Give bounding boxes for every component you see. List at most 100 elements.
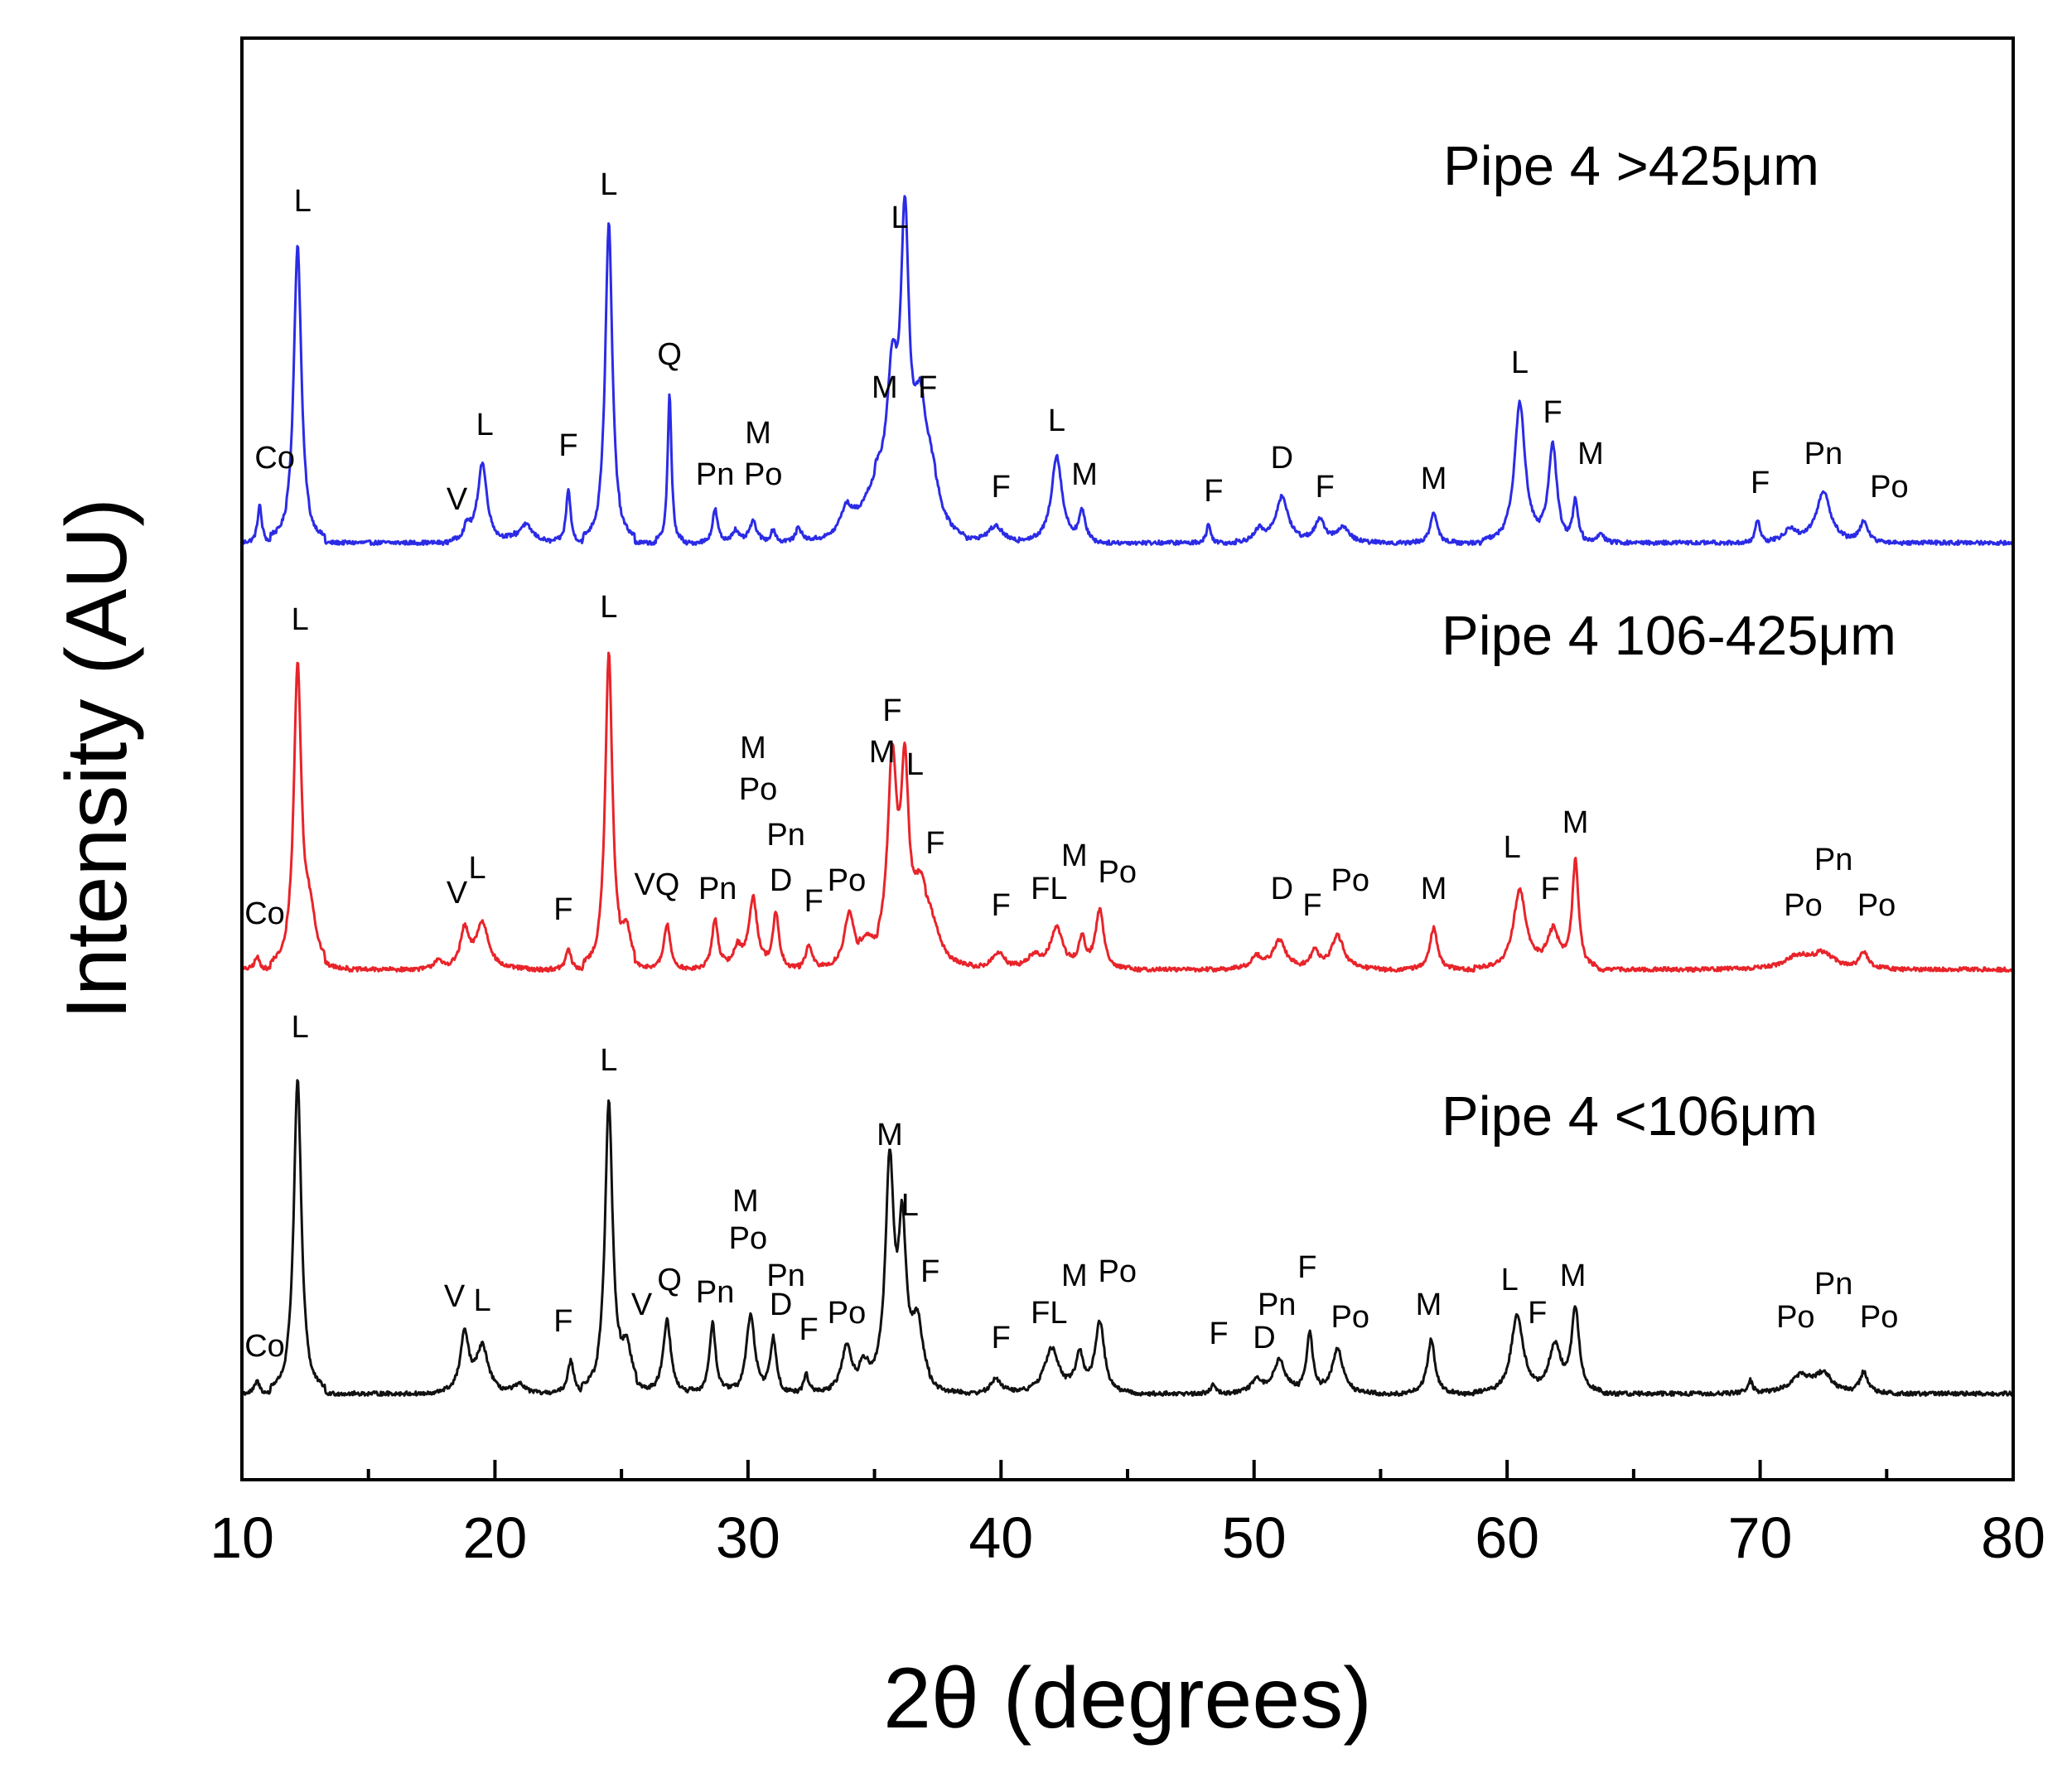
peak-label: L <box>292 1010 309 1045</box>
peak-label: M <box>1421 872 1447 906</box>
peak-label: F <box>920 1254 939 1289</box>
peak-label: M <box>872 370 898 405</box>
peak-label: L <box>1048 403 1065 438</box>
peak-label: F <box>882 693 901 728</box>
peak-label: Po <box>1860 1300 1898 1335</box>
peak-label: Pn <box>766 818 804 853</box>
peak-label: V <box>631 1288 653 1322</box>
peak-label: D <box>770 1288 792 1322</box>
x-axis: 10 20 30 40 50 60 70 80 <box>210 1460 2045 1570</box>
peak-label: F <box>1209 1317 1228 1351</box>
peak-label: Po <box>1870 470 1908 505</box>
peak-label: L <box>1501 1263 1519 1297</box>
peak-label: M <box>1577 437 1604 471</box>
peak-label: Pn <box>696 457 734 492</box>
series-line-2 <box>240 651 2015 973</box>
peak-label: F <box>1528 1296 1547 1331</box>
peak-label: L <box>1511 345 1529 380</box>
peak-label: Po <box>1857 888 1896 923</box>
peak-label: F <box>799 1312 819 1347</box>
peak-label: M <box>745 416 771 451</box>
peak-label: M <box>1562 805 1589 840</box>
peak-label: Pn <box>766 1259 804 1293</box>
peak-label: L <box>292 602 309 637</box>
peak-label: L <box>474 1283 491 1318</box>
peak-label: F <box>992 888 1011 923</box>
series-label-gt425: Pipe 4 >425μm <box>1443 135 1819 197</box>
peak-label: Pn <box>1814 1267 1852 1302</box>
peak-label: Co <box>254 441 295 476</box>
peak-label: F <box>1540 872 1559 906</box>
series-label-lt106: Pipe 4 <106μm <box>1442 1085 1818 1147</box>
peak-label: Pn <box>1258 1288 1296 1322</box>
peak-label: Po <box>729 1221 767 1256</box>
peak-label: F <box>1297 1250 1316 1285</box>
peak-label: Po <box>1099 1254 1137 1289</box>
peak-label: F <box>925 826 944 861</box>
x-tick-label: 40 <box>968 1505 1033 1570</box>
peak-label: Po <box>828 863 866 898</box>
peak-label: F <box>553 1304 572 1339</box>
series-line-1 <box>240 195 2014 546</box>
peak-label: F <box>992 1321 1011 1355</box>
peak-label: F <box>553 892 572 927</box>
peak-label: M <box>1061 838 1088 873</box>
peak-label: F <box>1543 395 1562 430</box>
peak-label: L <box>600 590 617 625</box>
x-tick-label: 80 <box>1981 1505 2045 1570</box>
x-tick-label: 70 <box>1728 1505 1793 1570</box>
x-tick-label: 60 <box>1475 1505 1539 1570</box>
peak-label: M <box>732 1184 759 1219</box>
peak-label: VQ <box>634 867 679 902</box>
peak-label: Po <box>1331 863 1369 898</box>
peak-label: L <box>600 167 617 202</box>
peak-label: F <box>992 470 1011 505</box>
peak-label: D <box>1271 872 1293 906</box>
x-tick-label: 50 <box>1222 1505 1287 1570</box>
series-group <box>240 195 2015 1397</box>
peak-label: M <box>1061 1259 1088 1293</box>
peak-label: Co <box>244 896 285 931</box>
peak-label: Co <box>244 1329 285 1364</box>
x-axis-title: 2θ (degrees) <box>883 1650 1372 1747</box>
peak-label: Po <box>1099 855 1137 890</box>
peak-label: L <box>468 851 485 886</box>
peak-label: V <box>447 876 468 911</box>
peak-label: L <box>906 747 924 782</box>
peak-label: Po <box>1776 1300 1814 1335</box>
peak-label: D <box>1271 441 1293 476</box>
peak-label: D <box>770 863 792 898</box>
peak-label: F <box>1302 888 1321 923</box>
x-tick-label: 20 <box>462 1505 527 1570</box>
peak-label: M <box>740 731 766 766</box>
series-line-3 <box>241 1079 2014 1397</box>
peak-label: M <box>877 1118 903 1152</box>
y-axis-title: Intensity (AU) <box>49 498 145 1020</box>
x-tick-label: 10 <box>210 1505 274 1570</box>
peak-label: Pn <box>1814 843 1852 877</box>
peak-label: Q <box>657 1263 682 1297</box>
peak-label: V <box>444 1279 466 1314</box>
peak-label: F <box>1316 470 1335 505</box>
peak-label: L <box>1504 830 1521 865</box>
peak-label: Q <box>657 337 682 372</box>
peak-label: FL <box>1031 872 1067 906</box>
peak-label: Po <box>744 457 782 492</box>
peak-label: L <box>476 408 494 442</box>
peak-label: L <box>294 184 312 219</box>
peak-label: L <box>901 1188 919 1223</box>
peak-label: L <box>600 1043 617 1078</box>
peak-label: F <box>804 884 823 919</box>
series-label-106-425: Pipe 4 106-425μm <box>1442 605 1896 667</box>
x-tick-label: 30 <box>716 1505 780 1570</box>
peak-label: M <box>1071 457 1098 492</box>
peak-label: F <box>1204 474 1223 509</box>
peak-label: Pn <box>1804 437 1843 471</box>
peak-label: Po <box>739 772 777 807</box>
peak-label: F <box>918 370 937 405</box>
peak-label: V <box>447 482 468 517</box>
peak-label: FL <box>1031 1296 1067 1331</box>
peak-label: Po <box>828 1296 866 1331</box>
